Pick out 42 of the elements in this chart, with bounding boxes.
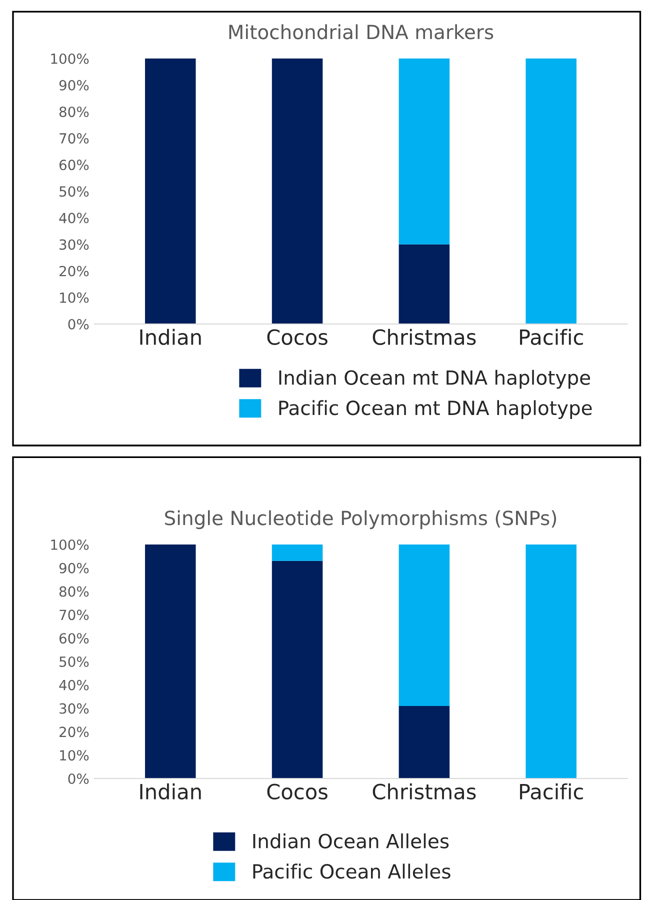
bar [272, 544, 323, 561]
x-tick-label: Indian [140, 783, 201, 800]
y-tick-label: 10% [60, 292, 89, 303]
x-tick-label: Christmas [372, 783, 476, 800]
y-tick-label: 80% [59, 106, 89, 118]
y-tick-label: 80% [59, 586, 89, 597]
y-tick-label: 60% [59, 633, 89, 644]
bar [145, 544, 196, 778]
chart-title: Mitochondrial DNA markers [229, 24, 494, 40]
y-tick-label: 100% [51, 53, 89, 64]
y-tick-label: 90% [59, 80, 89, 91]
y-tick-label: 20% [60, 726, 89, 738]
x-tick-label: Christmas [372, 328, 476, 345]
y-tick-label: 0% [68, 318, 89, 330]
legend-label: Pacific Ocean Alleles [253, 864, 450, 879]
chart-title: Single Nucleotide Polymorphisms (SNPs) [165, 510, 556, 530]
y-tick-label: 10% [60, 750, 89, 761]
y-tick-label: 60% [59, 160, 89, 170]
y-tick-label: 20% [60, 266, 89, 276]
bar [398, 544, 450, 706]
y-tick-label: 70% [60, 610, 89, 620]
y-tick-label: 100% [51, 539, 89, 550]
x-tick-label: Pacific [520, 783, 583, 800]
x-tick-label: Indian [140, 328, 201, 345]
bar [272, 560, 323, 778]
y-tick-label: 70% [60, 133, 89, 144]
x-tick-label: Pacific [520, 328, 583, 345]
x-tick-label: Cocos [267, 784, 328, 800]
y-tick-label: 40% [59, 212, 89, 224]
y-tick-label: 30% [60, 703, 89, 714]
bar [398, 706, 450, 778]
legend-label: Indian Ocean mt DNA haplotype [279, 370, 590, 389]
y-tick-label: 50% [60, 186, 89, 197]
legend-label: Indian Ocean Alleles [253, 833, 449, 848]
y-tick-label: 90% [59, 562, 89, 574]
bar [526, 544, 576, 778]
legend-label: Pacific Ocean mt DNA haplotype [279, 400, 592, 419]
y-tick-label: 40% [59, 680, 89, 690]
y-tick-label: 30% [60, 239, 89, 250]
y-tick-label: 50% [60, 656, 89, 667]
y-tick-label: 0% [68, 773, 89, 784]
x-tick-label: Cocos [267, 329, 328, 345]
